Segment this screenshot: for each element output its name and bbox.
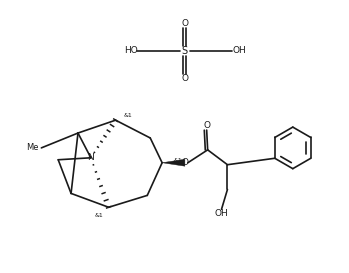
Text: O: O [181, 158, 188, 167]
Text: O: O [203, 121, 210, 130]
Text: N: N [88, 153, 94, 162]
Text: OH: OH [232, 46, 246, 55]
Text: O: O [181, 74, 188, 83]
Text: &1: &1 [124, 113, 132, 118]
Text: HO: HO [124, 46, 138, 55]
Text: S: S [182, 46, 188, 56]
Text: OH: OH [215, 209, 228, 218]
Text: &1: &1 [95, 213, 104, 218]
Text: &1: &1 [174, 158, 183, 163]
Text: O: O [181, 19, 188, 28]
Polygon shape [162, 159, 185, 166]
Text: Me: Me [26, 143, 38, 152]
